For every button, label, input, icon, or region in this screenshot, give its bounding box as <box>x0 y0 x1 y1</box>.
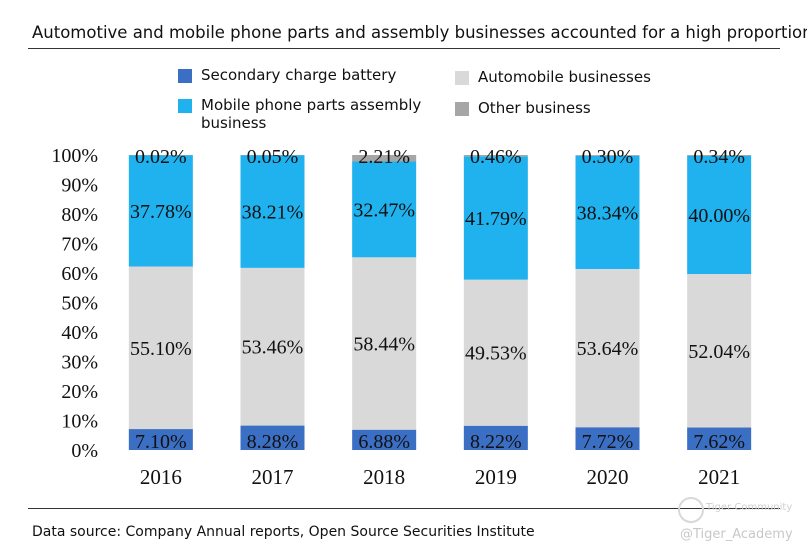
bar-segment <box>687 427 752 450</box>
bar-segment <box>128 266 193 430</box>
y-tick-label: 60% <box>61 263 98 285</box>
chart-title: Automotive and mobile phone parts and as… <box>32 23 807 42</box>
bar-segment <box>352 257 417 430</box>
data-label: 7.10% <box>135 431 187 453</box>
bar-segment <box>687 156 752 275</box>
y-tick-label: 70% <box>61 234 98 256</box>
data-label: 6.88% <box>358 431 410 453</box>
source-note: Data source: Company Annual reports, Ope… <box>32 524 535 540</box>
data-label: 0.02% <box>135 146 187 168</box>
y-tick-label: 100% <box>51 145 98 167</box>
legend-swatch-automobile <box>455 71 469 85</box>
legend-swatch-battery <box>178 69 192 83</box>
watermark-handle: @Tiger_Academy <box>680 527 793 542</box>
bar-segment <box>352 429 417 450</box>
bar-segment <box>687 274 752 428</box>
y-tick-label: 80% <box>61 204 98 226</box>
bar-segment <box>128 155 193 267</box>
x-tick-label: 2018 <box>363 465 405 489</box>
bar-segment <box>240 267 305 426</box>
source-divider <box>28 508 780 509</box>
bar-segment <box>128 429 193 450</box>
legend-label-battery: Secondary charge battery <box>201 66 397 84</box>
legend-item-battery: Secondary charge battery <box>178 66 396 84</box>
data-label: 0.46% <box>470 146 522 168</box>
y-tick-label: 90% <box>61 175 98 197</box>
title-divider <box>28 48 780 49</box>
x-tick-label: 2016 <box>140 465 182 489</box>
bar-segment <box>575 155 640 156</box>
bar-segment <box>463 279 528 426</box>
bar-segment <box>575 427 640 450</box>
y-tick-label: 10% <box>61 411 98 433</box>
data-label: 0.30% <box>582 146 634 168</box>
x-tick-label: 2020 <box>587 465 629 489</box>
data-label: 32.47% <box>353 199 415 221</box>
bar-segment <box>463 425 528 450</box>
bar-segment <box>463 155 528 157</box>
bar-segment <box>240 425 305 450</box>
data-label: 7.72% <box>582 431 634 453</box>
legend-swatch-other <box>455 102 469 116</box>
data-label: 37.78% <box>130 201 192 223</box>
legend-label-mobile: Mobile phone parts assembly business <box>201 96 422 132</box>
data-label: 0.05% <box>247 146 299 168</box>
bar-segment <box>575 268 640 428</box>
legend-item-other: Other business <box>455 99 591 117</box>
x-tick-label: 2019 <box>475 465 517 489</box>
legend-label-other: Other business <box>478 99 591 117</box>
y-tick-label: 40% <box>61 322 98 344</box>
y-tick-label: 50% <box>61 293 98 315</box>
data-label: 2.21% <box>358 146 410 168</box>
legend-item-automobile: Automobile businesses <box>455 68 651 86</box>
y-tick-label: 20% <box>61 381 98 403</box>
bar-segment <box>575 155 640 269</box>
legend-swatch-mobile <box>178 99 192 113</box>
data-label: 58.44% <box>353 334 415 356</box>
data-label: 0.34% <box>693 146 745 168</box>
y-tick-label: 0% <box>71 440 98 462</box>
data-label: 41.79% <box>465 208 527 230</box>
data-label: 38.21% <box>242 202 304 224</box>
data-label: 7.62% <box>693 431 745 453</box>
data-label: 53.46% <box>242 337 304 359</box>
x-tick-label: 2017 <box>252 465 294 489</box>
bar-segment <box>463 156 528 280</box>
legend-label-automobile: Automobile businesses <box>478 68 651 86</box>
data-label: 40.00% <box>688 205 750 227</box>
data-label: 8.28% <box>247 431 299 453</box>
data-label: 55.10% <box>130 338 192 360</box>
data-label: 53.64% <box>577 338 639 360</box>
legend-item-mobile: Mobile phone parts assembly business <box>178 96 443 132</box>
bar-segment <box>240 155 305 268</box>
bar-segment <box>687 155 752 157</box>
x-tick-label: 2021 <box>698 465 740 489</box>
data-label: 52.04% <box>688 341 750 363</box>
bar-segment <box>352 155 417 162</box>
data-label: 49.53% <box>465 343 527 365</box>
data-label: 8.22% <box>470 431 522 453</box>
y-tick-label: 30% <box>61 352 98 374</box>
watermark-community: Tiger Community <box>706 502 793 513</box>
watermark-logo-icon <box>678 497 704 523</box>
data-label: 38.34% <box>577 202 639 224</box>
bar-segment <box>352 161 417 258</box>
